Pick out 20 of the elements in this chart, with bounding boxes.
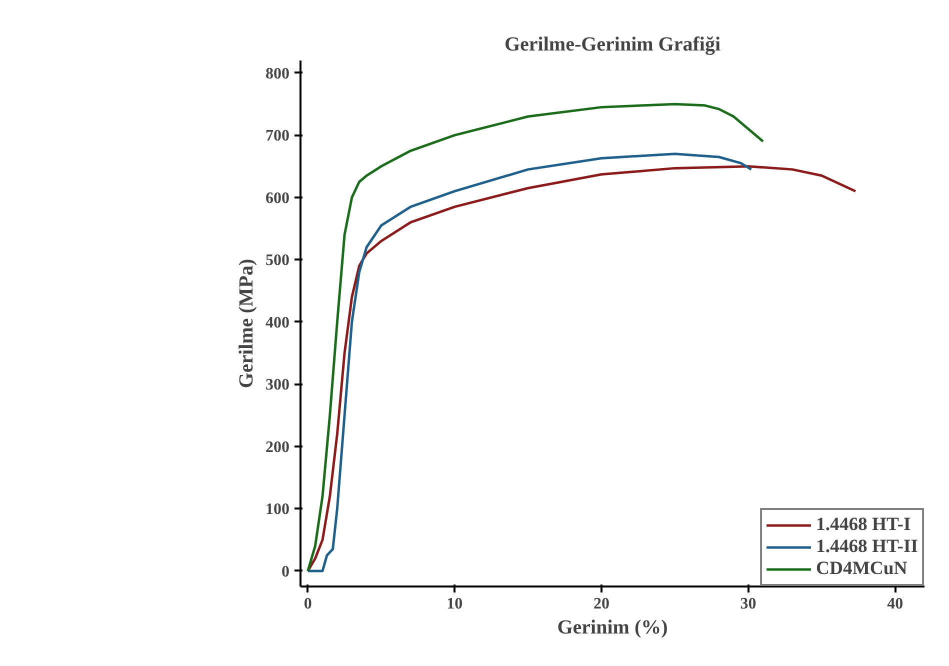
x-tick-label: 0: [304, 596, 312, 612]
y-tick-label: 300: [266, 376, 290, 394]
y-tick-label: 800: [266, 65, 290, 82]
x-tick-label: 10: [446, 596, 463, 612]
x-tick-label: 40: [887, 596, 904, 612]
y-tick-label: 400: [266, 314, 290, 332]
x-tick-label: 20: [593, 596, 610, 612]
y-tick-label: 200: [266, 438, 290, 456]
chart-title: Gerilme-Gerinim Grafiği: [504, 34, 721, 56]
legend-label: 1.4468 HT-I: [816, 514, 911, 536]
y-tick-label: 600: [266, 190, 290, 207]
x-axis-title: Gerinim (%): [557, 616, 668, 638]
y-tick-label: 100: [266, 501, 290, 518]
x-tick-label: 30: [740, 596, 756, 612]
legend-label: CD4MCuN: [816, 558, 908, 580]
y-tick-label: 500: [266, 252, 290, 270]
y-tick-label: 700: [266, 128, 290, 145]
y-tick-label: 0: [282, 563, 290, 580]
y-axis-title: Gerilme (MPa): [236, 258, 258, 388]
legend-label: 1.4468 HT-II: [816, 536, 918, 558]
